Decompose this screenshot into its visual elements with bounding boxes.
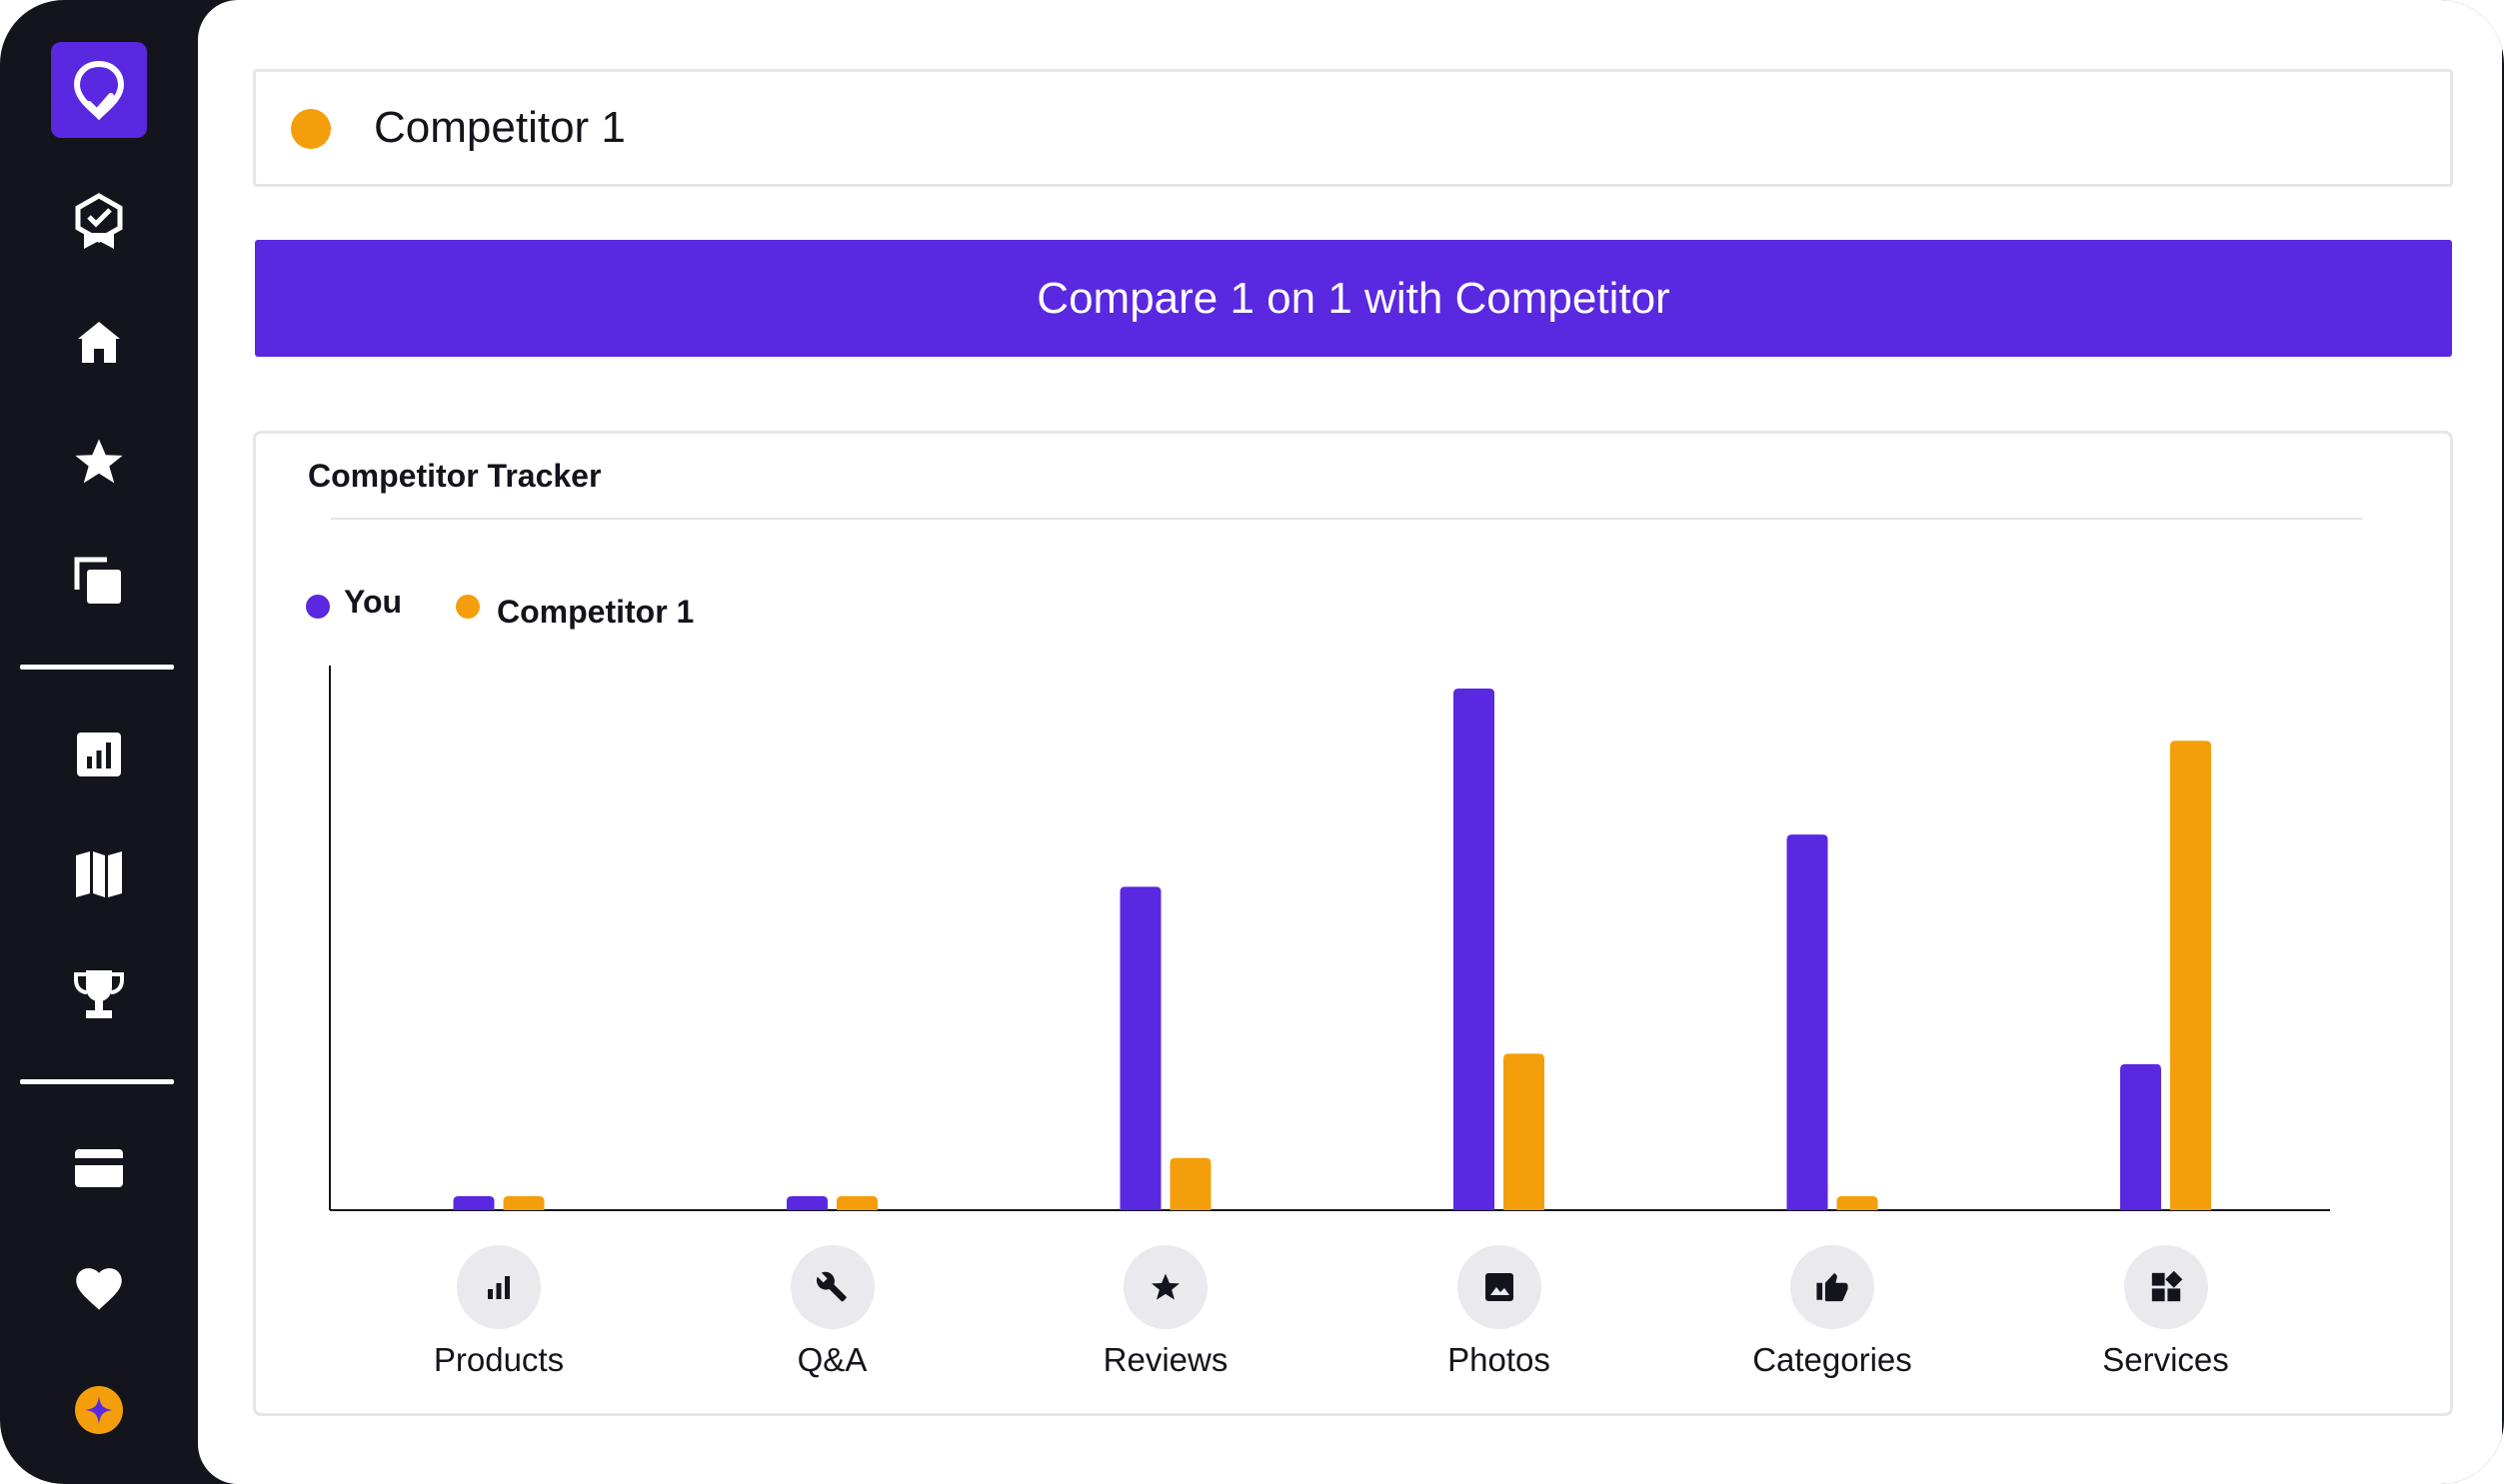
nav-map[interactable] [67, 842, 131, 906]
bar-chart-icon [457, 1245, 541, 1329]
competitor-selector[interactable]: Competitor 1 [253, 69, 2453, 187]
nav-home[interactable] [67, 310, 131, 374]
bar-competitor-categories[interactable] [1836, 1196, 1878, 1210]
competitor-name: Competitor 1 [374, 103, 626, 152]
legend-label-you: You [344, 584, 403, 620]
trophy-icon [74, 970, 124, 1018]
competitor-tracker-card: Competitor Tracker You Competitor 1 Prod… [253, 431, 2453, 1416]
tracker-divider [331, 518, 2362, 520]
app-logo[interactable] [51, 42, 147, 138]
nav-analytics[interactable] [67, 723, 131, 786]
nav-favorites[interactable] [67, 1256, 131, 1320]
logo-pin-icon [73, 60, 125, 121]
star-icon [75, 439, 123, 484]
wrench-icon [790, 1245, 875, 1329]
home-icon [78, 322, 120, 363]
legend-dot-competitor [456, 595, 480, 619]
competitor-bar-chart [329, 666, 2330, 1211]
nav-trophy[interactable] [67, 962, 131, 1026]
image-icon [1456, 1245, 1541, 1329]
legend-label-competitor: Competitor 1 [497, 594, 695, 630]
bar-competitor-reviews[interactable] [1170, 1157, 1212, 1210]
bar-competitor-services[interactable] [2170, 741, 2211, 1210]
competitor-color-dot [291, 109, 331, 149]
compare-button[interactable]: Compare 1 on 1 with Competitor [255, 240, 2452, 357]
analytics-icon [77, 733, 121, 776]
x-tick-label: Reviews [1103, 1341, 1229, 1378]
bar-you-products[interactable] [453, 1196, 495, 1210]
x-tick-label: Q&A [797, 1341, 868, 1378]
sidebar [0, 0, 198, 1484]
nav-star[interactable] [67, 430, 131, 494]
bar-you-services[interactable] [2120, 1063, 2161, 1210]
x-tick-label: Photos [1447, 1341, 1550, 1378]
chart-legend: You Competitor 1 [306, 584, 906, 634]
thumbs-up-icon [1790, 1245, 1874, 1329]
bar-competitor-photos[interactable] [1503, 1053, 1544, 1210]
badge-check-icon [75, 193, 123, 249]
x-tick-label: Categories [1752, 1341, 1912, 1378]
nav-badge-check[interactable] [67, 190, 131, 254]
sparkle-icon [75, 1386, 123, 1434]
bar-you-categories[interactable] [1786, 834, 1828, 1210]
widgets-icon [2123, 1245, 2208, 1329]
bar-you-photos[interactable] [1453, 689, 1494, 1210]
legend-dot-you [306, 595, 330, 619]
nav-premium[interactable] [67, 1378, 131, 1442]
star-icon [1124, 1245, 1208, 1329]
sidebar-divider-2 [20, 1079, 174, 1084]
credit-card-icon [75, 1149, 123, 1187]
nav-billing[interactable] [67, 1136, 131, 1200]
tracker-title: Competitor Tracker [308, 458, 602, 494]
bar-you-reviews[interactable] [1120, 886, 1162, 1210]
map-icon [76, 851, 122, 897]
x-tick-label: Products [433, 1341, 565, 1378]
heart-icon [76, 1268, 122, 1310]
copy-icon [74, 557, 121, 604]
main-content: Competitor 1 Compare 1 on 1 with Competi… [198, 0, 2502, 1484]
bar-competitor-products[interactable] [503, 1196, 545, 1210]
x-tick-label: Services [2102, 1341, 2229, 1378]
bar-competitor-qa[interactable] [837, 1196, 878, 1210]
nav-copy[interactable] [67, 550, 131, 614]
sidebar-divider-1 [20, 665, 174, 670]
bar-you-qa[interactable] [787, 1196, 828, 1210]
